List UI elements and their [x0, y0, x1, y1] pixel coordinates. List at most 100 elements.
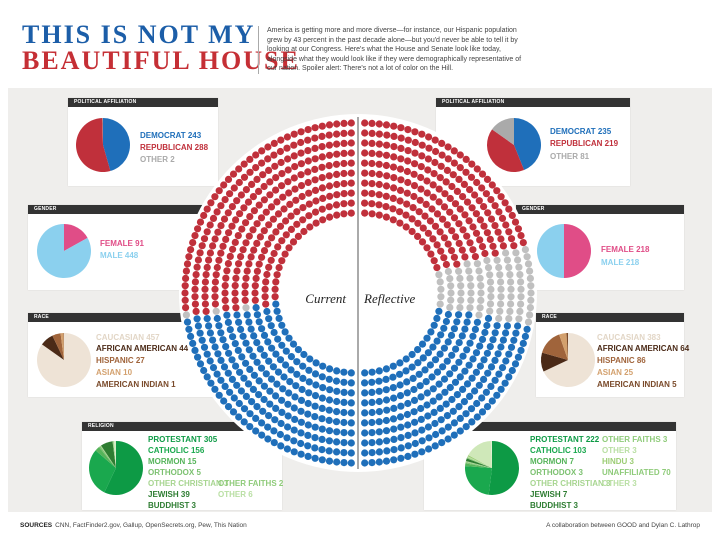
- seat-dot: [325, 457, 334, 465]
- seat-dot: [340, 459, 348, 467]
- seat-dot: [282, 347, 290, 355]
- seat-dot: [439, 215, 447, 223]
- seat-dot: [333, 397, 341, 406]
- seat-dot: [502, 357, 510, 365]
- seat-dot: [230, 184, 238, 192]
- seat-dot: [396, 186, 405, 194]
- seat-dot: [390, 446, 398, 454]
- label-buddhist: BUDDHIST 3: [148, 501, 197, 510]
- seat-dot: [217, 376, 225, 384]
- seat-dot: [233, 311, 241, 319]
- seat-dot: [229, 245, 237, 253]
- seat-dot: [293, 208, 301, 216]
- seat-dot: [271, 285, 279, 293]
- seat-dot: [318, 394, 326, 402]
- seat-dot: [213, 263, 221, 272]
- seat-dot: [189, 339, 197, 347]
- seat-dot: [473, 260, 481, 268]
- seat-dot: [375, 140, 383, 148]
- seat-dot: [246, 213, 254, 221]
- seat-dot: [410, 182, 419, 190]
- seat-dot: [265, 412, 273, 420]
- seat-dot: [455, 220, 463, 228]
- seat-dot: [397, 434, 405, 442]
- seat-dot: [404, 442, 412, 450]
- seat-dot: [231, 296, 239, 304]
- seat-dot: [446, 303, 454, 311]
- seat-dot: [462, 155, 470, 163]
- label-other: OTHER 2: [140, 155, 175, 164]
- seat-dot: [435, 271, 443, 279]
- seat-dot: [221, 296, 229, 304]
- seat-dot: [228, 203, 236, 211]
- seat-dot: [319, 194, 327, 202]
- seat-dot: [287, 353, 295, 361]
- seat-dot: [217, 202, 225, 210]
- seat-dot: [242, 339, 250, 347]
- seat-dot: [291, 415, 299, 423]
- seat-dot: [361, 159, 369, 167]
- label-other-christian: OTHER CHRISTIAN 3: [530, 479, 611, 488]
- seat-dot: [440, 234, 448, 242]
- seat-dot: [290, 130, 298, 138]
- seat-dot: [361, 149, 369, 157]
- seat-dot: [221, 196, 229, 204]
- seat-dot: [318, 174, 326, 182]
- seat-dot: [258, 419, 266, 427]
- seat-dot: [431, 222, 440, 230]
- seat-dot: [333, 120, 341, 128]
- seat-dot: [368, 459, 376, 467]
- seat-dot: [491, 376, 499, 384]
- pie-slice-hindu: [467, 455, 492, 468]
- seat-dot: [194, 225, 202, 233]
- seat-dot: [483, 403, 492, 411]
- seat-dot: [245, 260, 253, 268]
- seat-dot: [222, 304, 230, 312]
- seat-dot: [225, 229, 233, 237]
- seat-dot: [423, 244, 431, 252]
- seat-dot: [429, 343, 437, 351]
- seat-dot: [419, 354, 427, 362]
- seat-dot: [231, 282, 239, 290]
- seat-dot: [418, 340, 427, 348]
- seat-dot: [185, 253, 193, 261]
- seat-dot: [424, 423, 432, 431]
- seat-dot: [476, 274, 484, 282]
- seat-dot: [477, 296, 485, 304]
- seat-dot: [433, 314, 441, 322]
- seat-dot: [299, 204, 307, 212]
- seat-dot: [397, 454, 405, 462]
- seat-dot: [423, 177, 431, 185]
- seat-dot: [258, 159, 266, 167]
- seat-dot: [404, 421, 412, 429]
- seat-dot: [232, 304, 240, 312]
- seat-dot: [266, 191, 274, 199]
- seat-dot: [318, 415, 326, 423]
- seat-dot: [228, 375, 236, 383]
- seat-dot: [450, 159, 458, 167]
- seat-dot: [290, 152, 298, 160]
- seat-dot: [266, 178, 274, 186]
- pie-slice-african-american: [541, 352, 568, 372]
- seat-dot: [333, 438, 341, 446]
- pie-chart-political-current: [76, 118, 131, 172]
- seat-dot: [433, 368, 442, 376]
- label-democrat: DEMOCRAT 235: [550, 127, 612, 136]
- seat-dot: [333, 428, 341, 436]
- seat-dot: [340, 378, 348, 386]
- pie-slice-mormon: [95, 447, 116, 468]
- seat-dot: [209, 336, 217, 344]
- seat-dot: [436, 278, 444, 286]
- seat-dot: [242, 186, 250, 194]
- seat-dot: [318, 205, 326, 213]
- seat-dot: [361, 389, 369, 397]
- seat-dot: [277, 442, 285, 450]
- seat-dot: [182, 304, 190, 312]
- seat-dot: [433, 337, 441, 345]
- seat-dot: [273, 198, 281, 206]
- seat-dot: [440, 324, 448, 332]
- label-caucasian: CAUCASIAN 383: [597, 333, 661, 342]
- pie-slice-orthodox: [98, 446, 116, 468]
- seat-dot: [473, 165, 481, 173]
- seat-dot: [448, 182, 456, 191]
